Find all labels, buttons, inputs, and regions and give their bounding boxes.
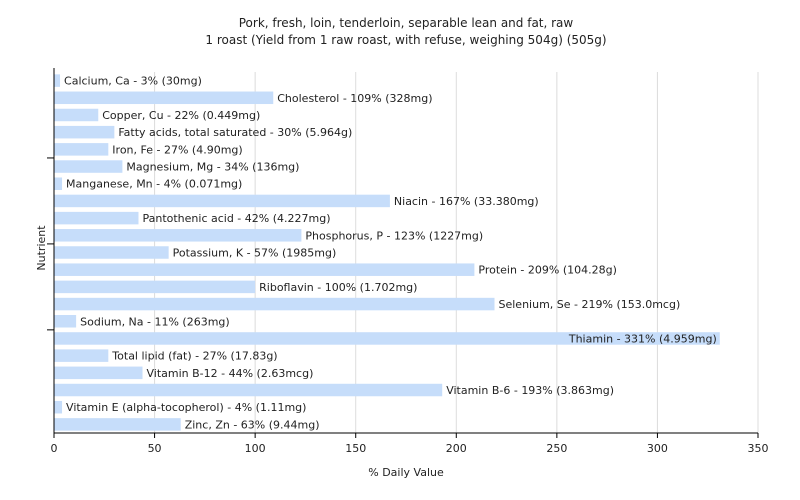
bar <box>54 280 256 294</box>
axes-group <box>47 68 758 434</box>
bar <box>54 143 109 156</box>
x-tick-label: 150 <box>345 442 366 455</box>
bar-value-label: Thiamin - 331% (4.959mg) <box>568 332 717 345</box>
bar <box>54 383 443 397</box>
bar <box>54 297 495 311</box>
chart-title: Pork, fresh, loin, tenderloin, separable… <box>239 16 574 30</box>
bar <box>54 246 169 259</box>
x-tick-label: 0 <box>51 442 58 455</box>
bar-value-label: Manganese, Mn - 4% (0.071mg) <box>66 178 242 191</box>
bar <box>54 366 143 380</box>
x-tick-labels: 0 50 100 150 200 250 300 350 <box>51 433 769 455</box>
bar-value-label: Magnesium, Mg - 34% (136mg) <box>126 161 299 174</box>
bar-value-label: Protein - 209% (104.28g) <box>478 264 617 277</box>
x-tick-label: 250 <box>546 442 567 455</box>
bar <box>54 74 61 87</box>
bar-value-label: Fatty acids, total saturated - 30% (5.96… <box>118 126 352 139</box>
x-tick-label: 200 <box>446 442 467 455</box>
bar-value-label: Pantothenic acid - 42% (4.227mg) <box>142 212 330 225</box>
bar-value-label: Vitamin B-6 - 193% (3.863mg) <box>446 384 614 397</box>
bar <box>54 263 475 276</box>
bar-value-label: Copper, Cu - 22% (0.449mg) <box>102 109 260 122</box>
bar-value-label: Cholesterol - 109% (328mg) <box>277 92 432 105</box>
bar-value-label: Zinc, Zn - 63% (9.44mg) <box>185 418 320 431</box>
grid-lines <box>154 72 759 433</box>
x-tick-label: 100 <box>245 442 266 455</box>
bar-value-label: Riboflavin - 100% (1.702mg) <box>259 281 417 294</box>
bars-group <box>54 74 720 431</box>
x-tick-label: 300 <box>647 442 668 455</box>
bar-value-label: Selenium, Se - 219% (153.0mcg) <box>499 298 681 311</box>
y-axis-title: Nutrient <box>35 225 48 271</box>
chart-subtitle: 1 roast (Yield from 1 raw roast, with re… <box>205 33 606 47</box>
bar <box>54 108 99 122</box>
bar <box>54 211 139 225</box>
bar <box>54 194 390 208</box>
bar-value-label: Total lipid (fat) - 27% (17.83g) <box>111 350 277 363</box>
bar-value-label: Calcium, Ca - 3% (30mg) <box>64 75 202 88</box>
bar-value-label: Niacin - 167% (33.380mg) <box>394 195 539 208</box>
bar-value-label: Iron, Fe - 27% (4.90mg) <box>112 143 242 156</box>
bar <box>54 125 115 139</box>
bar-value-label: Vitamin B-12 - 44% (2.63mcg) <box>147 367 314 380</box>
bar <box>54 349 109 362</box>
bar <box>54 400 63 414</box>
bar <box>54 315 77 328</box>
bar <box>54 332 720 345</box>
bar-value-label: Potassium, K - 57% (1985mg) <box>173 247 337 260</box>
bar <box>54 91 274 105</box>
x-tick-label: 50 <box>148 442 162 455</box>
x-axis-title: % Daily Value <box>368 466 444 479</box>
bar-value-label: Phosphorus, P - 123% (1227mg) <box>305 229 483 242</box>
bar <box>54 418 181 431</box>
bar-labels-group: Calcium, Ca - 3% (30mg) Cholesterol - 109… <box>64 75 717 432</box>
x-tick-label: 350 <box>748 442 769 455</box>
bar-value-label: Sodium, Na - 11% (263mg) <box>80 315 230 328</box>
bar <box>54 229 302 242</box>
bar <box>54 160 123 173</box>
bar <box>54 177 63 190</box>
bar-value-label: Vitamin E (alpha-tocopherol) - 4% (1.11m… <box>66 401 306 414</box>
